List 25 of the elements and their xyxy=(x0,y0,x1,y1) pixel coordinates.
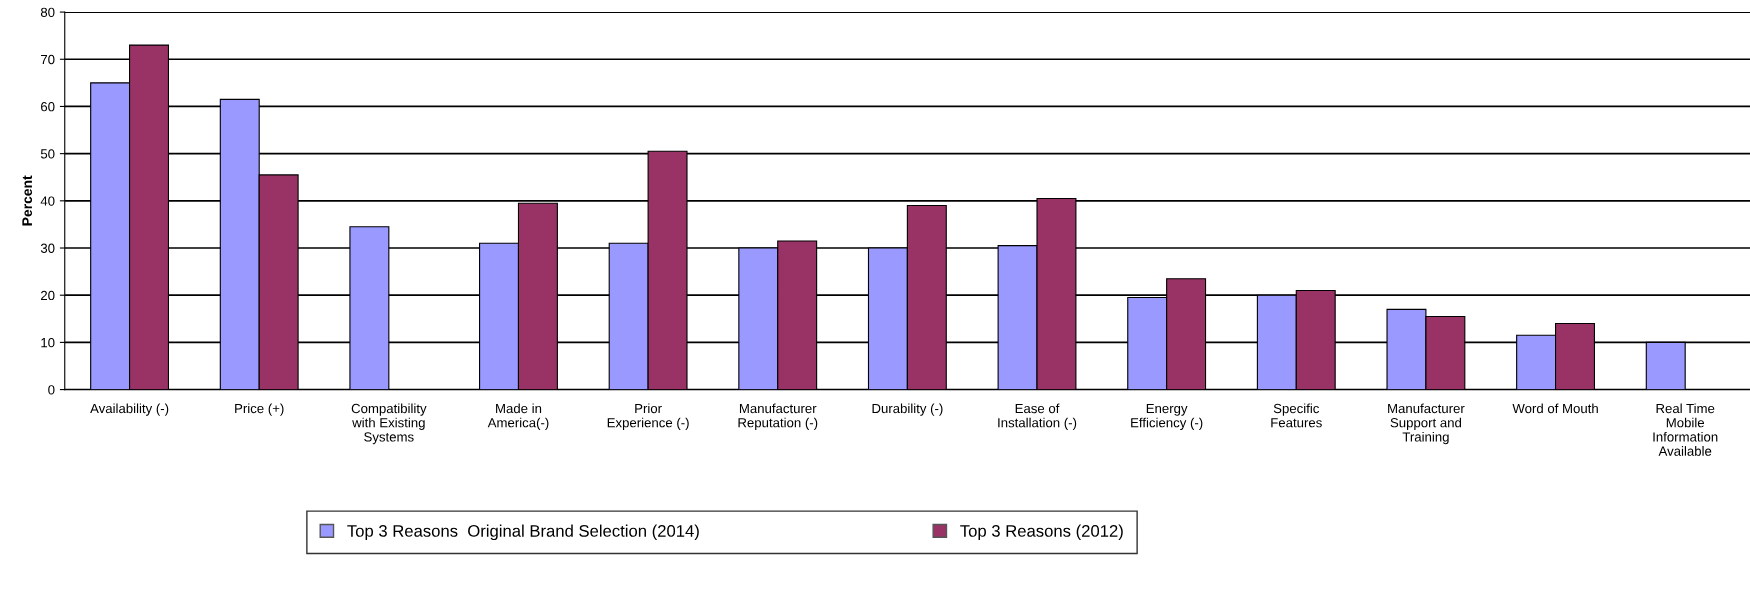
y-tick-label: 10 xyxy=(41,337,55,348)
legend-label: Top 3 Reasons (2012) xyxy=(960,524,1123,541)
x-tick-label: Manufacturer Support and Training xyxy=(1388,403,1465,445)
y-tick-label: 70 xyxy=(41,54,55,65)
x-tick-label: Price (+) xyxy=(235,403,284,416)
y-tick-label: 50 xyxy=(40,149,55,159)
x-tick-label: Ease of Installation (-) xyxy=(998,403,1077,430)
x-tick-label: Energy Efficiency (-) xyxy=(1131,403,1203,430)
x-tick-label: Availability (-) xyxy=(90,403,169,416)
y-tick-label: 40 xyxy=(40,196,55,206)
y-axis-title: Percent xyxy=(22,175,33,226)
x-tick-label: Made in America(-) xyxy=(487,403,549,430)
y-tick-label: 30 xyxy=(40,243,55,253)
y-tick-label: 60 xyxy=(41,102,55,112)
x-tick-label: Manufacturer Reputation (-) xyxy=(738,403,818,430)
x-tick-label: Compatibility with Existing Systems xyxy=(351,403,427,445)
x-tick-label: Word of Mouth xyxy=(1512,403,1598,414)
x-tick-label: Real Time Mobile Information Available xyxy=(1653,403,1718,456)
x-tick-label: Durability (-) xyxy=(872,403,943,416)
legend-label: Top 3 Reasons Original Brand Selection (2014) xyxy=(347,524,699,541)
x-tick-label: Specific Features xyxy=(1271,403,1322,428)
x-tick-label: Prior Experience (-) xyxy=(607,403,689,430)
y-tick-label: 20 xyxy=(41,290,55,301)
y-tick-label: 80 xyxy=(40,7,55,17)
y-tick-label: 0 xyxy=(48,385,55,395)
